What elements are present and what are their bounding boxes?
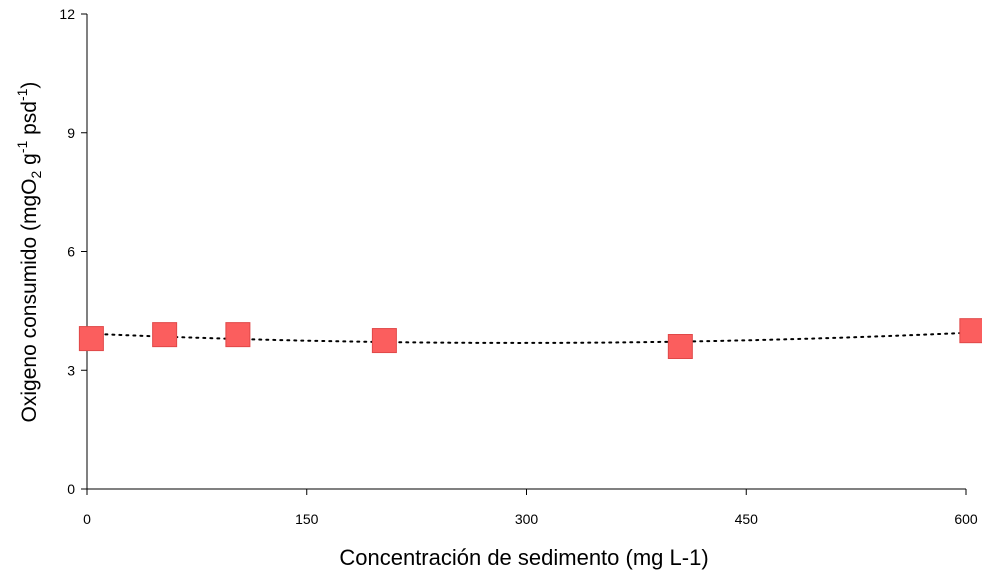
data-point — [152, 322, 178, 348]
data-point — [225, 322, 251, 348]
y-tick-label: 9 — [67, 125, 75, 141]
y-tick-label: 12 — [59, 6, 75, 22]
y-axis-title-sup2: -1 — [14, 88, 30, 101]
x-tick-label: 600 — [954, 511, 978, 527]
tick-labels: 0 150 300 450 600 0 3 6 9 12 — [59, 6, 977, 527]
trendline — [90, 331, 973, 344]
y-axis-title: Oxigeno consumido (mgO2 g-1 psd-1) — [14, 82, 44, 423]
x-tick-label: 450 — [735, 511, 759, 527]
data-markers — [78, 318, 982, 359]
x-tick-label: 150 — [295, 511, 319, 527]
x-tick-label: 0 — [83, 511, 91, 527]
y-axis-title-prefix: Oxigeno consumido (mgO — [18, 178, 41, 422]
x-tick-label: 300 — [515, 511, 539, 527]
y-axis-title-sup1: -1 — [14, 141, 30, 154]
data-point — [667, 334, 693, 359]
data-point — [959, 318, 982, 344]
x-axis-title: Concentración de sedimento (mg L-1) — [339, 545, 708, 570]
axes — [86, 14, 966, 490]
y-tick-label: 0 — [67, 481, 75, 497]
y-axis-title-mid1: g — [18, 153, 41, 171]
data-point — [371, 328, 397, 354]
y-tick-label: 3 — [67, 362, 75, 378]
y-axis-title-mid2: psd — [18, 101, 41, 141]
y-axis-title-suffix: ) — [18, 82, 41, 89]
y-tick-label: 6 — [67, 244, 75, 260]
y-axis-title-sub: 2 — [28, 170, 44, 178]
ticks — [81, 13, 967, 495]
data-point — [78, 326, 104, 352]
